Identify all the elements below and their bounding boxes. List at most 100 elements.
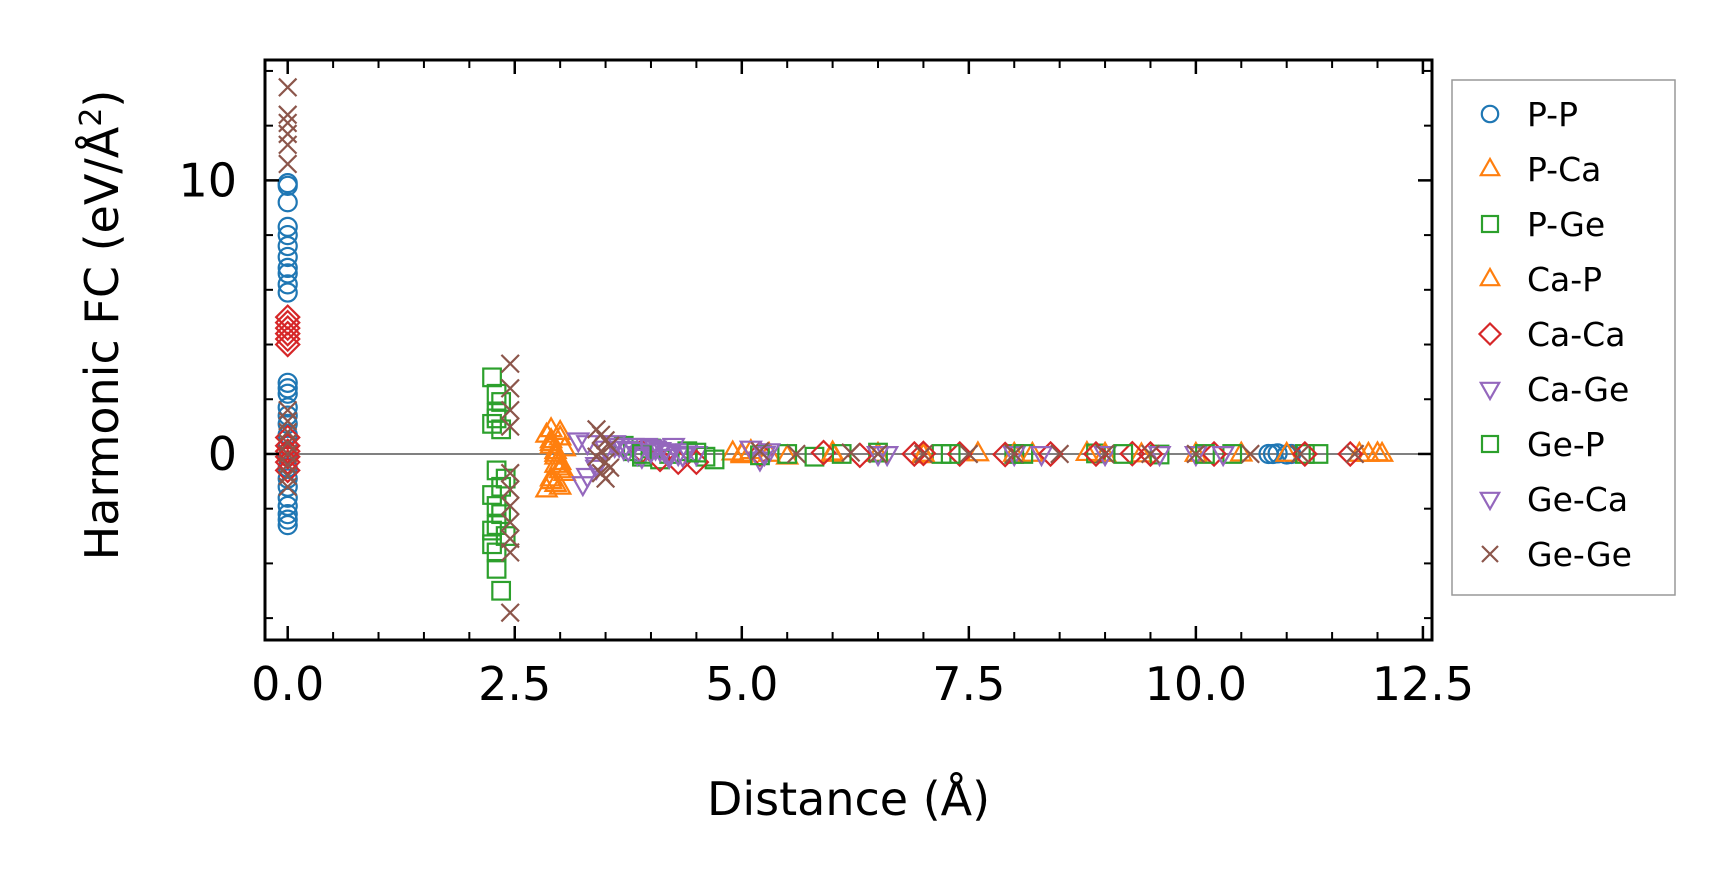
data-point (277, 224, 298, 246)
data-point (786, 444, 806, 464)
data-point (1147, 446, 1172, 468)
plot-frame (263, 58, 1434, 642)
data-point (500, 479, 520, 500)
data-point (1140, 444, 1161, 464)
legend-item-ca-p: Ca-P (1478, 260, 1602, 299)
data-point (486, 408, 507, 429)
data-point (277, 274, 298, 295)
x-tick-label: 7.5 (932, 657, 1005, 711)
data-point (277, 246, 298, 268)
data-point (1093, 446, 1118, 468)
data-point (500, 542, 520, 563)
data-point (1370, 440, 1395, 462)
data-point (278, 105, 298, 125)
data-point (1240, 444, 1260, 464)
legend-item-p-ca: P-Ca (1478, 150, 1601, 189)
data-point (482, 367, 502, 388)
series-ge-p (482, 408, 1215, 563)
data-point (277, 216, 298, 238)
x-tick-label: 2.5 (478, 657, 551, 711)
data-point (648, 441, 673, 464)
data-point (1186, 444, 1206, 464)
data-point (500, 529, 520, 549)
data-point (486, 542, 507, 563)
data-point (278, 77, 298, 97)
data-point (868, 444, 888, 464)
legend: P-P P-Ca P-Ge Ca-P Ca-Ca Ca-Ge Ge-P Ge-Ca Ge-Ge (1451, 79, 1676, 596)
data-point (686, 442, 707, 463)
tick-labels-layer: 0.0 2.5 5.0 7.5 10.0 12.5 0 10 (178, 153, 1474, 711)
data-point (1119, 440, 1146, 467)
data-point (491, 392, 512, 412)
data-point (277, 509, 298, 530)
data-point (278, 477, 298, 497)
data-point (548, 418, 573, 440)
data-point (274, 320, 301, 347)
y-axis-label: Harmonic FC (eV/Å2) (74, 90, 130, 561)
data-point (595, 469, 616, 489)
data-point (277, 397, 298, 418)
data-point (1211, 446, 1236, 468)
data-point (486, 558, 507, 579)
data-point (491, 580, 512, 601)
data-point (277, 235, 298, 257)
data-point (274, 315, 301, 342)
y-axis-label-main: Harmonic FC (eV/Å (75, 126, 129, 560)
data-point (959, 444, 979, 464)
y-axis-label-close: ) (75, 90, 129, 108)
legend-marker (1480, 434, 1500, 454)
data-point (946, 440, 973, 468)
data-point (1267, 443, 1288, 464)
series-ca-ge (566, 432, 1208, 498)
data-point (277, 378, 298, 399)
data-point (652, 443, 677, 465)
legend-item-ge-ca: Ge-Ca (1478, 480, 1628, 519)
legend-marker (1478, 156, 1502, 177)
series-p-p (277, 172, 1302, 536)
data-point (602, 437, 627, 459)
data-point (586, 447, 607, 467)
legend-label: Ca-Ca (1527, 315, 1625, 354)
legend-label: Ge-Ge (1527, 535, 1632, 574)
data-point (277, 263, 298, 284)
data-point (277, 514, 298, 536)
data-point (548, 457, 573, 479)
data-point (1222, 444, 1243, 464)
data-point (1082, 440, 1110, 468)
data-point (901, 440, 928, 468)
data-point (1137, 440, 1164, 468)
data-point (277, 282, 298, 303)
data-point (810, 439, 837, 466)
data-point (277, 504, 298, 525)
legend-marker (1478, 381, 1502, 402)
legend-item-ca-ge: Ca-Ge (1478, 370, 1629, 409)
legend-items: P-P P-Ca P-Ge Ca-P Ca-Ca Ca-Ge Ge-P Ge-Ca Ge-Ge (1477, 95, 1632, 574)
data-point (600, 436, 620, 456)
data-point (1113, 444, 1134, 464)
data-point (638, 443, 663, 465)
data-point (274, 331, 301, 358)
data-point (575, 467, 600, 490)
legend-marker (1477, 321, 1503, 347)
data-point (543, 470, 568, 492)
x-tick-label: 12.5 (1372, 657, 1474, 711)
data-point (804, 446, 825, 467)
legend-marker (1478, 491, 1502, 512)
y-tick-label: 10 (178, 153, 237, 207)
data-point (277, 175, 298, 196)
data-point (1095, 444, 1115, 464)
data-point (1347, 440, 1372, 462)
legend-label: P-Ge (1527, 205, 1605, 244)
data-point (491, 419, 512, 440)
data-point (277, 487, 298, 508)
data-point (500, 400, 520, 420)
data-point (500, 354, 520, 374)
data-points-layer (274, 77, 1395, 623)
data-point (1294, 444, 1315, 464)
legend-item-ge-p: Ge-P (1480, 425, 1605, 464)
data-point (277, 476, 298, 497)
data-point (543, 440, 568, 462)
data-point (274, 325, 301, 353)
data-point (500, 496, 520, 516)
y-axis-label-superscript: 2 (74, 108, 109, 127)
